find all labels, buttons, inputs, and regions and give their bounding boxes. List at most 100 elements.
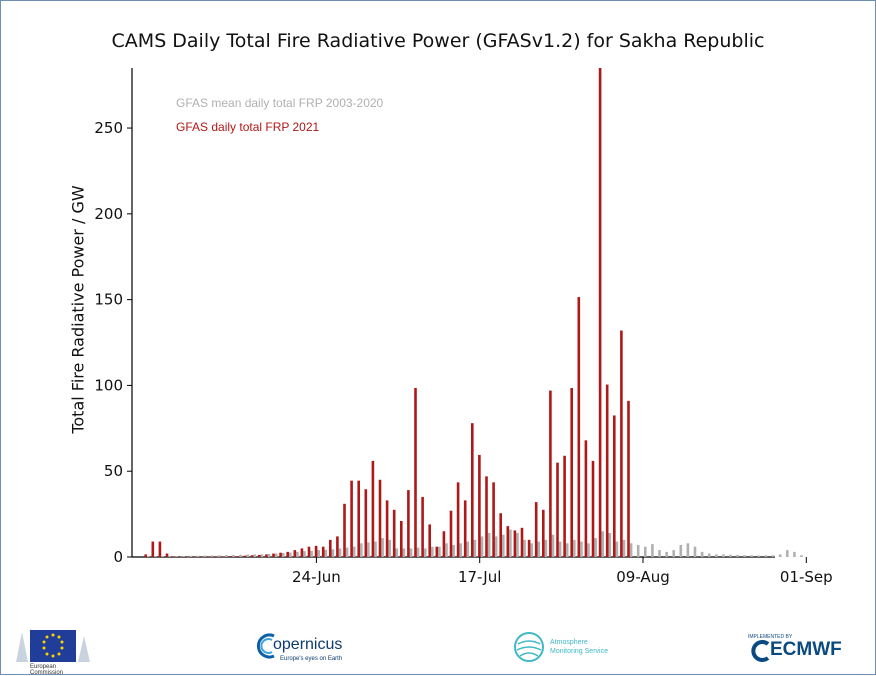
bar-mean xyxy=(374,541,377,557)
bar-2021 xyxy=(556,462,559,557)
bar-mean xyxy=(253,554,257,557)
bar-mean xyxy=(431,546,434,557)
bar-mean xyxy=(665,551,668,557)
bar-2021 xyxy=(371,460,375,557)
y-tick-label: 50 xyxy=(104,462,123,480)
bar-2021 xyxy=(520,527,524,557)
bar-2021 xyxy=(222,556,226,558)
bar-mean xyxy=(274,553,278,557)
bar-mean xyxy=(615,541,619,557)
bar-mean xyxy=(267,553,271,557)
bar-2021 xyxy=(435,546,439,557)
bar-2021 xyxy=(577,297,581,557)
bar-2021 xyxy=(243,555,247,557)
bar-2021 xyxy=(307,546,311,557)
bar-mean xyxy=(487,532,491,557)
bar-2021 xyxy=(456,482,460,557)
bar-mean xyxy=(509,529,512,557)
legend-entry-2021: GFAS daily total FRP 2021 xyxy=(176,120,320,134)
bar-mean xyxy=(686,543,690,557)
bar-mean xyxy=(771,555,775,557)
bar-2021 xyxy=(336,536,339,557)
bar-2021 xyxy=(364,489,368,557)
y-tick-label: 150 xyxy=(94,291,123,309)
legend-entry-mean: GFAS mean daily total FRP 2003-2020 xyxy=(176,96,384,110)
bar-2021 xyxy=(343,503,346,557)
bar-mean xyxy=(310,550,313,557)
copernicus-logo: opernicus Europe's eyes on Earth xyxy=(256,630,366,670)
bar-2021 xyxy=(627,400,630,557)
x-tick-label: 01-Sep xyxy=(780,568,833,586)
bar-mean xyxy=(679,544,683,557)
bar-2021 xyxy=(286,551,289,557)
bar-2021 xyxy=(321,546,325,557)
chart-plot: 0 50 100 150 200 250 24-Jun 17-Jul 09-Aug 01-Sep G… xyxy=(94,68,833,586)
bar-2021 xyxy=(144,554,147,557)
bar-mean xyxy=(161,556,164,557)
bar-mean xyxy=(445,543,448,557)
bar-2021 xyxy=(428,524,431,557)
bar-mean xyxy=(296,551,299,557)
bar-2021 xyxy=(414,387,417,557)
bar-2021 xyxy=(613,415,616,557)
globe-icon xyxy=(514,632,544,662)
bar-mean xyxy=(551,534,555,557)
bar-2021 xyxy=(549,390,552,557)
bar-2021 xyxy=(151,541,155,557)
bar-mean xyxy=(715,554,718,557)
bar-mean xyxy=(750,555,754,557)
bar-2021 xyxy=(194,556,197,558)
bar-2021 xyxy=(527,539,531,557)
bar-2021 xyxy=(265,554,268,557)
bar-mean xyxy=(367,542,370,557)
bar-2021 xyxy=(179,556,183,558)
ecmwf-logo: IMPLEMENTED BY ECMWF xyxy=(748,634,858,670)
bar-mean xyxy=(345,547,349,557)
bar-mean xyxy=(743,555,746,557)
bar-mean xyxy=(246,554,249,557)
bar-2021 xyxy=(350,480,353,557)
bar-2021 xyxy=(229,556,233,557)
bar-mean xyxy=(196,555,200,557)
bar-2021 xyxy=(513,530,517,557)
bar-mean xyxy=(182,555,186,557)
bar-mean xyxy=(352,546,356,557)
bar-2021 xyxy=(620,330,623,557)
x-tick-label: 24-Jun xyxy=(292,568,341,586)
bar-2021 xyxy=(449,510,453,557)
copernicus-wordmark: opernicus xyxy=(273,636,343,653)
bar-mean xyxy=(232,554,235,557)
bar-mean xyxy=(409,548,413,557)
bar-mean xyxy=(225,555,228,557)
bar-mean xyxy=(381,538,384,557)
bar-mean xyxy=(147,556,150,557)
european-commission-logo: European Commission xyxy=(14,624,94,676)
bar-2021 xyxy=(506,526,510,557)
x-tick-label: 17-Jul xyxy=(458,568,501,586)
bar-2021 xyxy=(421,496,424,557)
bar-mean xyxy=(331,549,335,557)
bar-2021 xyxy=(542,509,545,557)
bar-mean xyxy=(402,548,406,557)
bar-mean xyxy=(210,555,214,557)
bar-mean xyxy=(800,555,803,557)
bar-2021 xyxy=(534,502,538,557)
bar-mean xyxy=(644,546,647,557)
bar-mean xyxy=(395,548,399,557)
bar-2021 xyxy=(499,513,502,557)
bar-2021 xyxy=(208,556,211,558)
bar-2021 xyxy=(485,476,488,557)
bar-mean xyxy=(175,555,178,557)
bar-mean xyxy=(573,539,576,557)
bar-mean xyxy=(757,555,761,557)
bar-mean xyxy=(736,554,739,557)
bar-2021 xyxy=(492,482,495,557)
bar-mean xyxy=(622,539,626,557)
bar-mean xyxy=(203,555,207,557)
bar-2021 xyxy=(187,556,190,558)
bar-2021 xyxy=(591,460,595,557)
bar-mean xyxy=(154,556,157,557)
bar-2021 xyxy=(392,509,396,557)
bar-mean xyxy=(360,543,363,557)
bar-mean xyxy=(558,541,562,557)
